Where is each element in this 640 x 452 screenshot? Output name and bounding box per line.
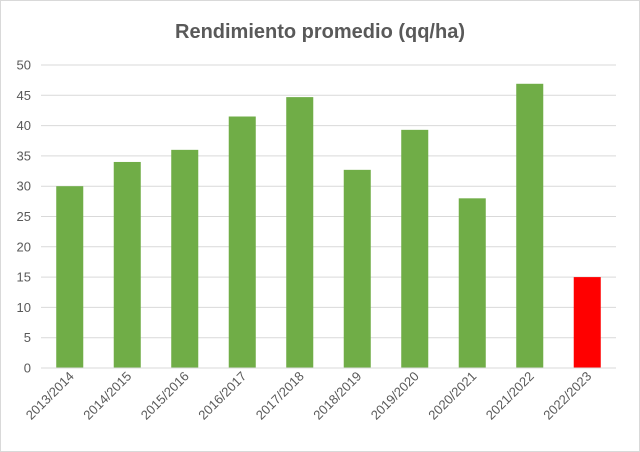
x-tick-label: 2020/2021 bbox=[425, 369, 479, 423]
bar-2018-2019 bbox=[343, 169, 371, 368]
x-tick-label: 2016/2017 bbox=[195, 369, 249, 423]
x-tick-label: 2019/2020 bbox=[368, 369, 422, 423]
bar-2021-2022 bbox=[516, 83, 544, 368]
bar-2022-2023 bbox=[573, 277, 601, 368]
bar-2020-2021 bbox=[458, 198, 486, 368]
x-tick-label: 2017/2018 bbox=[253, 369, 307, 423]
bar-2016-2017 bbox=[228, 116, 256, 368]
y-tick-label: 45 bbox=[17, 88, 31, 103]
bar-2017-2018 bbox=[286, 97, 314, 369]
x-tick-label: 2015/2016 bbox=[138, 369, 192, 423]
y-tick-label: 15 bbox=[17, 270, 31, 285]
y-axis-tick-labels: 0 5 10 15 20 25 30 35 40 45 50 bbox=[17, 58, 31, 376]
y-tick-label: 0 bbox=[24, 361, 31, 376]
x-tick-label: 2013/2014 bbox=[23, 369, 77, 423]
x-tick-label: 2018/2019 bbox=[310, 369, 364, 423]
x-tick-label: 2021/2022 bbox=[483, 369, 537, 423]
x-axis-tick-labels: 2013/2014 2014/2015 2015/2016 2016/2017 2017… bbox=[23, 369, 595, 423]
y-tick-label: 50 bbox=[17, 58, 31, 73]
y-tick-label: 20 bbox=[17, 239, 31, 254]
y-tick-label: 40 bbox=[17, 118, 31, 133]
y-tick-label: 30 bbox=[17, 179, 31, 194]
x-tick-label: 2014/2015 bbox=[80, 369, 134, 423]
bar-2015-2016 bbox=[171, 149, 199, 368]
y-tick-label: 10 bbox=[17, 300, 31, 315]
bar-2014-2015 bbox=[113, 161, 141, 368]
y-tick-label: 5 bbox=[24, 330, 31, 345]
chart-title: Rendimiento promedio (qq/ha) bbox=[175, 21, 465, 43]
y-tick-label: 25 bbox=[17, 209, 31, 224]
bar-2013-2014 bbox=[56, 186, 84, 368]
bar-2019-2020 bbox=[401, 129, 429, 368]
bars bbox=[56, 83, 601, 369]
y-tick-label: 35 bbox=[17, 148, 31, 163]
x-tick-label: 2022/2023 bbox=[540, 369, 594, 423]
